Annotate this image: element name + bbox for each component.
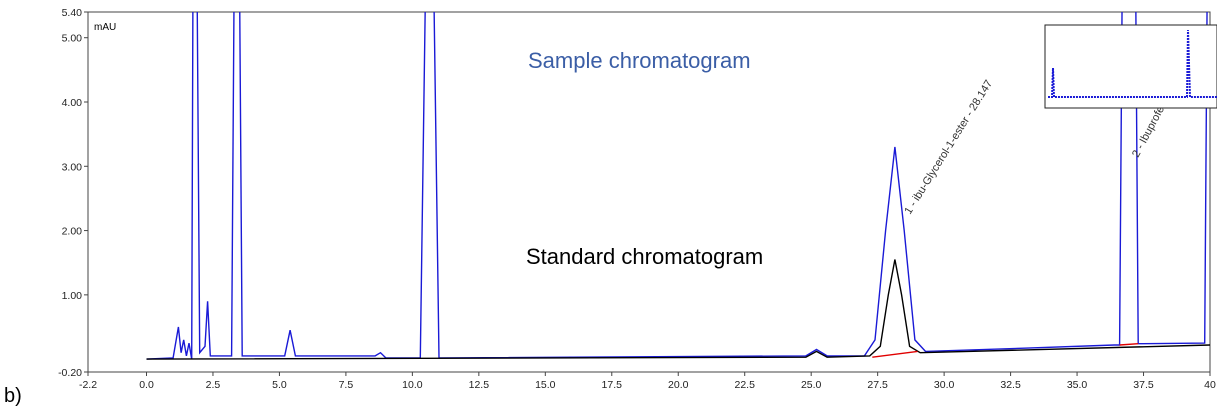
y-tick-label: -0.20 [58, 367, 82, 379]
x-tick-label: 22.5 [734, 379, 755, 391]
trace-line [146, 12, 1208, 360]
y-tick-label: 5.40 [62, 7, 83, 19]
x-tick-label: 30.0 [934, 379, 955, 391]
x-tick-label: 40 [1204, 379, 1216, 391]
x-tick-label: 35.0 [1067, 379, 1088, 391]
x-tick-label: 27.5 [867, 379, 888, 391]
panel-label: b) [4, 385, 22, 407]
x-tick-label: 12.5 [469, 379, 490, 391]
inset-trace [1048, 29, 1217, 98]
plot-frame [87, 11, 1211, 373]
y-tick-label: 3.00 [62, 161, 83, 173]
annotation: Standard chromatogram [526, 244, 763, 269]
traces [146, 12, 1210, 360]
x-tick-label: 2.5 [206, 379, 221, 391]
x-tick-label: 0.0 [139, 379, 154, 391]
x-tick-label: 25.0 [801, 379, 822, 391]
annotation: Sample chromatogram [528, 48, 751, 73]
trace-line [872, 343, 1139, 358]
x-tick-label: 37.5 [1133, 379, 1154, 391]
y-tick-label: 5.00 [62, 33, 83, 45]
x-tick-label: 17.5 [602, 379, 623, 391]
x-tick-label: 20.0 [668, 379, 689, 391]
y-axis-label: mAU [94, 22, 116, 33]
peak-label: 1 - ibu-Glycerol-1-ester - 28.147 [902, 78, 995, 217]
inset-frame [1044, 24, 1217, 109]
x-tick-label: 7.5 [339, 379, 354, 391]
inset [1044, 24, 1217, 109]
y-tick-label: 4.00 [62, 97, 83, 109]
trace-line [146, 259, 1210, 360]
x-tick-label: 5.0 [272, 379, 287, 391]
x-tick-label: 10.0 [402, 379, 423, 391]
y-tick-label: 2.00 [62, 226, 83, 238]
x-tick-label: 15.0 [535, 379, 556, 391]
x-tick-label: -2.2 [79, 379, 97, 391]
y-tick-label: 1.00 [62, 290, 83, 302]
x-tick-label: 32.5 [1000, 379, 1021, 391]
